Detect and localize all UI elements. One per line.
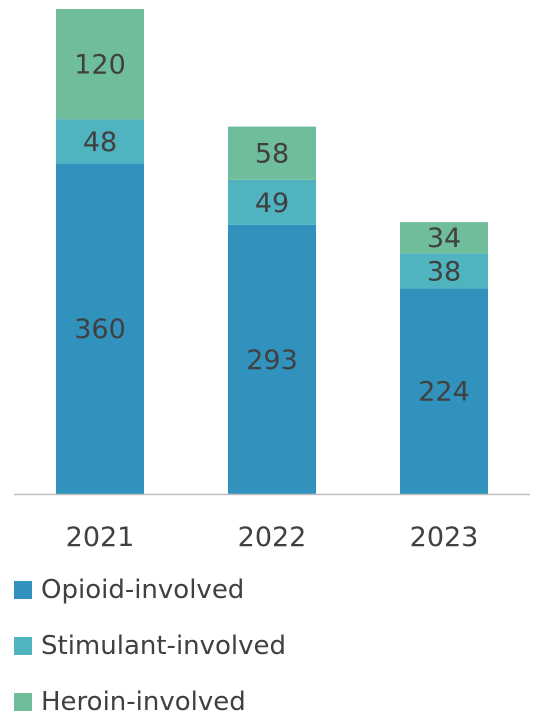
data-label-heroin-involved-2021: 120	[74, 50, 126, 81]
legend-swatch	[14, 637, 32, 655]
bar-heroin-involved-2023	[400, 222, 488, 254]
x-tick-labels: 2021 2022 2023	[66, 522, 479, 553]
bar-opioid-involved-2021	[56, 163, 144, 494]
bar-opioid-involved-2022	[228, 224, 316, 495]
x-tick-label-2022: 2022	[238, 522, 307, 553]
data-label-stimulant-involved-2021: 48	[83, 127, 117, 158]
data-label-opioid-involved-2023: 224	[418, 377, 470, 408]
data-label-stimulant-involved-2022: 49	[255, 188, 289, 219]
bar-heroin-involved-2022	[228, 126, 316, 180]
bar-stimulant-involved-2021	[56, 119, 144, 164]
data-label-heroin-involved-2023: 34	[427, 223, 461, 254]
legend-item-heroin-involved: Heroin-involved	[14, 687, 246, 717]
x-tick-label-2023: 2023	[410, 522, 479, 553]
data-label-opioid-involved-2021: 360	[74, 314, 126, 345]
bar-stimulant-involved-2023	[400, 253, 488, 289]
data-label-stimulant-involved-2023: 38	[427, 256, 461, 287]
bar-stimulant-involved-2022	[228, 179, 316, 225]
x-tick-label-2021: 2021	[66, 522, 135, 553]
bar-heroin-involved-2021	[56, 9, 144, 120]
legend-swatch	[14, 693, 32, 711]
legend-item-stimulant-involved: Stimulant-involved	[14, 631, 286, 661]
bar-opioid-involved-2023	[400, 288, 488, 494]
legend-label: Heroin-involved	[41, 687, 246, 717]
legend: Opioid-involved Stimulant-involved Heroin-…	[14, 575, 550, 717]
legend-item-opioid-involved: Opioid-involved	[14, 575, 244, 605]
data-label-opioid-involved-2022: 293	[246, 345, 298, 376]
legend-label: Stimulant-involved	[41, 631, 287, 661]
legend-label: Opioid-involved	[41, 575, 245, 605]
data-label-heroin-involved-2022: 58	[255, 139, 289, 170]
legend-swatch	[14, 581, 32, 599]
